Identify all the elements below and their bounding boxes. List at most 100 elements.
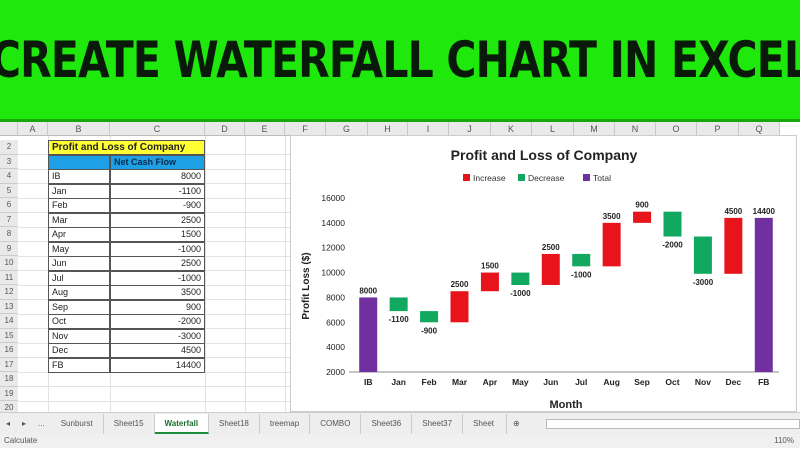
row-header[interactable]: 11	[0, 270, 18, 285]
bar-aug[interactable]	[602, 222, 621, 267]
table-cell-label[interactable]: Aug	[48, 285, 110, 300]
tab-nav-button[interactable]: ▸	[22, 419, 27, 428]
table-title[interactable]: Profit and Loss of Company	[48, 140, 205, 155]
table-cell-label[interactable]: IB	[48, 169, 110, 184]
column-header[interactable]: D	[205, 122, 245, 136]
column-header[interactable]: I	[408, 122, 449, 136]
column-header[interactable]: N	[615, 122, 656, 136]
waterfall-chart[interactable]: Profit and Loss of Company Increase Decrea…	[290, 135, 797, 412]
row-header[interactable]: 15	[0, 328, 18, 343]
row-header[interactable]: 7	[0, 212, 18, 227]
table-cell-label[interactable]: Jul	[48, 270, 110, 286]
column-header[interactable]: C	[110, 122, 205, 136]
status-text: Calculate	[4, 436, 38, 445]
bar-sep[interactable]	[633, 211, 652, 223]
column-header[interactable]: G	[326, 122, 368, 136]
column-header[interactable]: B	[48, 122, 110, 136]
table-cell-value[interactable]: 2500	[110, 212, 205, 228]
bar-dec[interactable]	[724, 217, 743, 274]
tab-nav-button[interactable]: ◂	[6, 419, 11, 428]
tab-nav-button[interactable]: ...	[38, 419, 45, 428]
row-header[interactable]: 5	[0, 183, 18, 198]
table-cell-label[interactable]: Oct	[48, 314, 110, 329]
table-cell-value[interactable]: 1500	[110, 227, 205, 242]
grid-line	[18, 400, 290, 402]
table-cell-label[interactable]: May	[48, 241, 110, 257]
row-header[interactable]: 18	[0, 372, 18, 387]
row-header[interactable]: 17	[0, 357, 18, 372]
row-header[interactable]: 12	[0, 285, 18, 300]
row-header[interactable]: 14	[0, 314, 18, 329]
column-header[interactable]: H	[368, 122, 408, 136]
table-cell-value[interactable]: 4500	[110, 343, 205, 358]
header-blank[interactable]	[48, 154, 110, 170]
sheet-tab[interactable]: Sheet36	[361, 413, 413, 434]
bar-feb[interactable]	[420, 311, 439, 323]
sheet-tab[interactable]: Sheet15	[104, 413, 155, 434]
sheet-tab[interactable]: Waterfall	[154, 413, 210, 434]
column-header[interactable]: J	[449, 122, 491, 136]
table-cell-label[interactable]: Dec	[48, 343, 110, 358]
bar-ib[interactable]	[359, 297, 378, 372]
bar-jul[interactable]	[572, 253, 591, 267]
table-cell-value[interactable]: 8000	[110, 169, 205, 184]
sheet-tab[interactable]: treemap	[260, 413, 311, 434]
column-header[interactable]: M	[574, 122, 615, 136]
sheet-tab[interactable]: Sheet ...	[463, 413, 507, 448]
bar-nov[interactable]	[693, 236, 712, 274]
zoom-level[interactable]: 110%	[774, 436, 794, 445]
bar-jan[interactable]	[389, 297, 408, 312]
table-cell-value[interactable]: -2000	[110, 314, 205, 329]
column-header[interactable]: L	[532, 122, 574, 136]
table-cell-label[interactable]: Mar	[48, 212, 110, 228]
table-cell-label[interactable]: Feb	[48, 198, 110, 213]
bar-fb[interactable]	[754, 217, 773, 372]
table-cell-label[interactable]: Sep	[48, 299, 110, 315]
select-all[interactable]	[0, 122, 18, 136]
row-header[interactable]: 13	[0, 299, 18, 314]
column-header[interactable]: P	[697, 122, 739, 136]
sheet-tab[interactable]: Sheet37	[412, 413, 464, 434]
row-header[interactable]: 9	[0, 241, 18, 256]
table-cell-value[interactable]: -1000	[110, 241, 205, 257]
row-header[interactable]: 3	[0, 154, 18, 169]
bar-may[interactable]	[511, 272, 530, 285]
add-sheet-icon[interactable]: ⊕	[513, 419, 520, 428]
table-cell-value[interactable]: -1000	[110, 270, 205, 286]
horizontal-scrollbar[interactable]	[545, 418, 800, 429]
column-header[interactable]: A	[18, 122, 48, 136]
row-header[interactable]: 8	[0, 227, 18, 242]
column-header[interactable]: K	[491, 122, 532, 136]
column-header[interactable]: F	[285, 122, 326, 136]
bar-jun[interactable]	[541, 253, 560, 285]
table-cell-value[interactable]: -1100	[110, 183, 205, 199]
row-header[interactable]: 2	[0, 140, 18, 155]
row-header[interactable]: 6	[0, 198, 18, 213]
bar-mar[interactable]	[450, 291, 469, 323]
row-header[interactable]: 19	[0, 386, 18, 401]
table-cell-value[interactable]: 900	[110, 299, 205, 315]
sheet-tab[interactable]: Sunburst	[51, 413, 104, 434]
bar-apr[interactable]	[480, 272, 499, 292]
data-label: 3500	[603, 212, 621, 221]
table-cell-value[interactable]: 2500	[110, 256, 205, 271]
table-cell-label[interactable]: Jan	[48, 183, 110, 199]
sheet-tab[interactable]: Sheet18	[209, 413, 260, 434]
table-cell-label[interactable]: FB	[48, 357, 110, 373]
row-header[interactable]: 4	[0, 169, 18, 184]
table-cell-value[interactable]: -3000	[110, 328, 205, 344]
table-cell-value[interactable]: 14400	[110, 357, 205, 373]
bar-oct[interactable]	[663, 211, 682, 237]
row-header[interactable]: 16	[0, 343, 18, 358]
table-cell-label[interactable]: Apr	[48, 227, 110, 242]
sheet-tab[interactable]: COMBO 5	[310, 413, 362, 448]
column-header[interactable]: Q	[739, 122, 780, 136]
table-cell-label[interactable]: Nov	[48, 328, 110, 344]
table-cell-value[interactable]: 3500	[110, 285, 205, 300]
table-cell-label[interactable]: Jun	[48, 256, 110, 271]
header-net-cash-flow[interactable]: Net Cash Flow	[110, 154, 205, 170]
column-header[interactable]: O	[656, 122, 697, 136]
table-cell-value[interactable]: -900	[110, 198, 205, 213]
column-header[interactable]: E	[245, 122, 285, 136]
row-header[interactable]: 10	[0, 256, 18, 271]
